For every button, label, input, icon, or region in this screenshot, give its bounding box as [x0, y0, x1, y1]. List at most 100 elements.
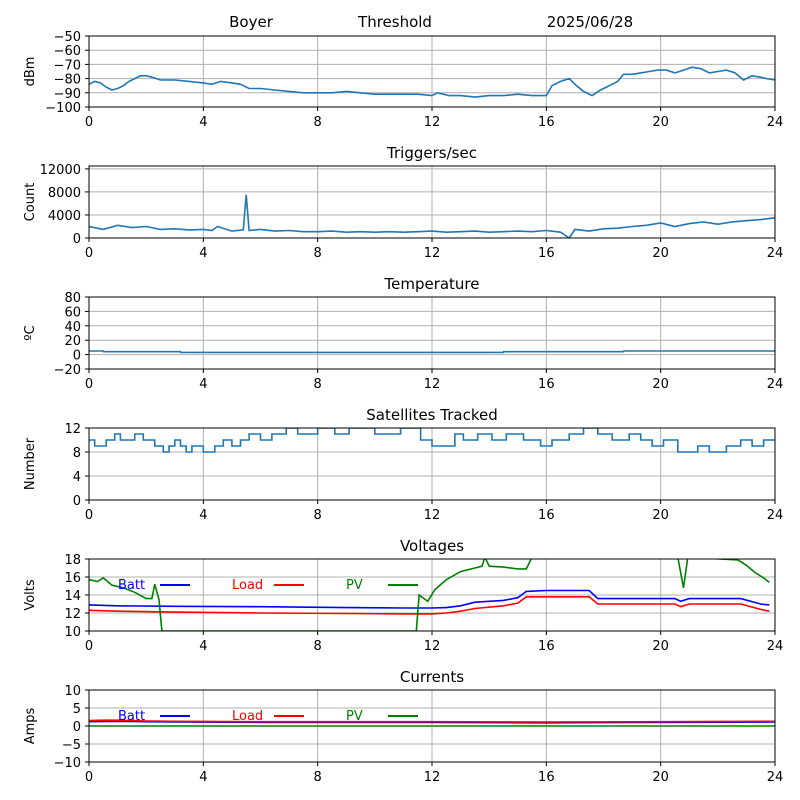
- y-tick-label: 5: [73, 702, 81, 717]
- header-station: Boyer: [229, 13, 274, 31]
- x-tick-label: 12: [424, 770, 441, 785]
- x-tick-label: 20: [652, 508, 669, 523]
- x-tick-label: 12: [424, 639, 441, 654]
- y-tick-label: −20: [54, 363, 81, 378]
- x-tick-label: 0: [85, 377, 93, 392]
- y-tick-label: 16: [64, 571, 81, 586]
- x-tick-label: 8: [314, 639, 322, 654]
- x-tick-label: 16: [538, 246, 555, 261]
- y-tick-label: 10: [64, 625, 81, 640]
- x-tick-label: 12: [424, 115, 441, 130]
- x-tick-label: 8: [314, 770, 322, 785]
- legend-label-pv: PV: [346, 578, 363, 593]
- x-tick-label: 16: [538, 770, 555, 785]
- x-tick-label: 24: [767, 508, 784, 523]
- y-tick-label: 18: [64, 553, 81, 568]
- x-tick-label: 16: [538, 115, 555, 130]
- y-tick-label: 20: [64, 334, 81, 349]
- x-tick-label: 20: [652, 770, 669, 785]
- y-tick-label: −5: [62, 738, 81, 753]
- x-tick-label: 20: [652, 377, 669, 392]
- panel-currents: 0 4 8 12 16 20 24 −10 −5 0 5 10 Currents Amps Batt Load…: [23, 668, 783, 785]
- x-tick-label: 8: [314, 508, 322, 523]
- x-tick-label: 12: [424, 508, 441, 523]
- y-tick-label: 4: [73, 470, 81, 485]
- panel-threshold: 0 4 8 12 16 20 24 −100−90−80−70−60−50 dBm: [23, 30, 783, 130]
- series-line-load: [89, 719, 775, 723]
- y-tick-label: 60: [64, 305, 81, 320]
- series-line-pv: [89, 559, 770, 631]
- x-tick-label: 20: [652, 246, 669, 261]
- y-tick-label: 12: [64, 607, 81, 622]
- panel-triggers: 0 4 8 12 16 20 24 0 4000 8000 12000 Triggers/sec Cou…: [23, 144, 783, 261]
- chart-title: Temperature: [383, 275, 479, 293]
- x-tick-label: 8: [314, 115, 322, 130]
- x-tick-label: 0: [85, 246, 93, 261]
- y-tick-label: 40: [64, 320, 81, 335]
- x-tick-label: 0: [85, 508, 93, 523]
- y-tick-label: −90: [54, 87, 81, 102]
- y-tick-label: 10: [64, 684, 81, 699]
- series-line-load: [89, 595, 770, 615]
- x-tick-label: 4: [199, 508, 207, 523]
- x-tick-label: 4: [199, 246, 207, 261]
- y-tick-label: 0: [73, 494, 81, 509]
- y-tick-label: −50: [54, 30, 81, 45]
- y-tick-label: 0: [73, 232, 81, 247]
- chart-title: Voltages: [400, 537, 464, 555]
- y-tick-label: 12000: [40, 163, 81, 178]
- y-tick-label: 4000: [48, 209, 81, 224]
- chart-title: Currents: [400, 668, 464, 686]
- y-axis-label: Amps: [23, 707, 38, 744]
- x-tick-label: 4: [199, 115, 207, 130]
- series-line: [89, 350, 775, 354]
- header-date: 2025/06/28: [547, 13, 633, 31]
- series-line: [89, 194, 775, 238]
- x-tick-label: 20: [652, 115, 669, 130]
- series-line-batt: [89, 589, 770, 609]
- y-tick-label: 0: [73, 720, 81, 735]
- legend-label-batt: Batt: [118, 709, 145, 724]
- x-tick-label: 24: [767, 639, 784, 654]
- y-axis-label: Number: [23, 437, 38, 490]
- y-tick-label: −60: [54, 44, 81, 59]
- y-axis-label: dBm: [23, 57, 38, 87]
- x-tick-label: 8: [314, 246, 322, 261]
- x-tick-label: 4: [199, 377, 207, 392]
- series-line: [89, 428, 775, 453]
- y-tick-label: 8000: [48, 186, 81, 201]
- legend-label-load: Load: [232, 709, 263, 724]
- y-tick-label: −10: [54, 756, 81, 771]
- x-tick-label: 0: [85, 770, 93, 785]
- y-tick-label: −70: [54, 58, 81, 73]
- x-tick-label: 4: [199, 770, 207, 785]
- x-tick-label: 8: [314, 377, 322, 392]
- legend-label-pv: PV: [346, 709, 363, 724]
- chart-title: Triggers/sec: [386, 144, 477, 162]
- y-axis-label: Volts: [23, 579, 38, 611]
- chart-title: Satellites Tracked: [366, 406, 497, 424]
- panel-voltages: 0 4 8 12 16 20 24 10 12 14 16 18 Voltages Volts Batt Lo…: [23, 537, 783, 654]
- panel-satellites: 0 4 8 12 16 20 24 0 4 8 12 Satellites Tracked Number: [23, 406, 783, 523]
- x-tick-label: 0: [85, 639, 93, 654]
- legend-label-load: Load: [232, 578, 263, 593]
- y-tick-label: 8: [73, 446, 81, 461]
- header-mode: Threshold: [357, 13, 432, 31]
- x-tick-label: 12: [424, 377, 441, 392]
- legend-label-batt: Batt: [118, 578, 145, 593]
- x-tick-label: 24: [767, 115, 784, 130]
- y-tick-label: 12: [64, 422, 81, 437]
- x-tick-label: 16: [538, 377, 555, 392]
- x-tick-label: 12: [424, 246, 441, 261]
- y-tick-label: 0: [73, 349, 81, 364]
- x-tick-label: 24: [767, 246, 784, 261]
- x-tick-label: 24: [767, 770, 784, 785]
- x-tick-label: 4: [199, 639, 207, 654]
- x-tick-label: 20: [652, 639, 669, 654]
- x-tick-label: 16: [538, 639, 555, 654]
- x-tick-label: 24: [767, 377, 784, 392]
